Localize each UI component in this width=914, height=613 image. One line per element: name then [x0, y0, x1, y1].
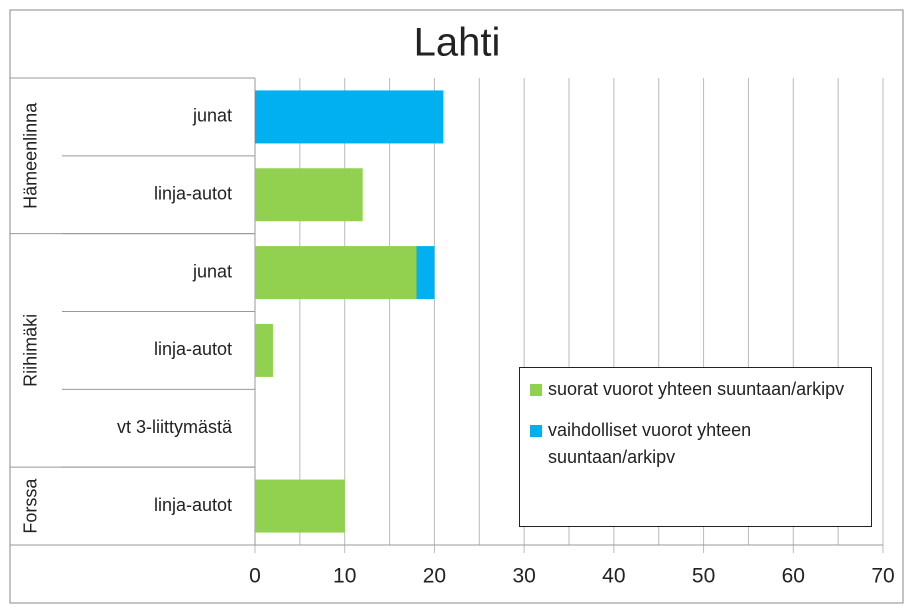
legend-label: suorat vuorot yhteen suuntaan/arkipv	[548, 379, 845, 399]
x-tick-label: 60	[782, 565, 805, 588]
y-tick-label: linja-autot	[154, 184, 232, 204]
group-label: Riihimäki	[21, 314, 41, 387]
x-tick-label: 70	[871, 565, 894, 588]
legend-label: vaihdolliset vuorot yhteen suuntaan/arki…	[548, 420, 752, 467]
x-tick-label: 20	[423, 565, 446, 588]
x-tick-label: 10	[333, 565, 356, 588]
legend-swatch	[530, 384, 542, 396]
bar	[255, 168, 363, 222]
group-label: Hämeenlinna	[21, 102, 41, 209]
x-tick-label: 50	[692, 565, 715, 588]
bar	[255, 479, 345, 533]
group-label: Forssa	[21, 478, 41, 534]
bar	[255, 323, 273, 377]
y-tick-label: linja-autot	[154, 339, 232, 359]
y-tick-label: junat	[192, 106, 232, 126]
x-tick-label: 30	[512, 565, 535, 588]
legend-swatch	[530, 425, 542, 437]
y-tick-label: junat	[192, 261, 232, 281]
legend-item: vaihdolliset vuorot yhteen suuntaan/arki…	[530, 417, 861, 471]
x-tick-label: 40	[602, 565, 625, 588]
bar	[255, 90, 444, 144]
bar	[416, 246, 435, 300]
y-tick-label: vt 3-liittymästä	[117, 417, 233, 437]
chart-title: Lahti	[414, 21, 501, 65]
bar	[255, 246, 417, 300]
legend-item: suorat vuorot yhteen suuntaan/arkipv	[530, 376, 861, 403]
legend: suorat vuorot yhteen suuntaan/arkipv vaih…	[519, 367, 872, 527]
y-tick-label: linja-autot	[154, 495, 232, 515]
x-tick-label: 0	[249, 565, 261, 588]
